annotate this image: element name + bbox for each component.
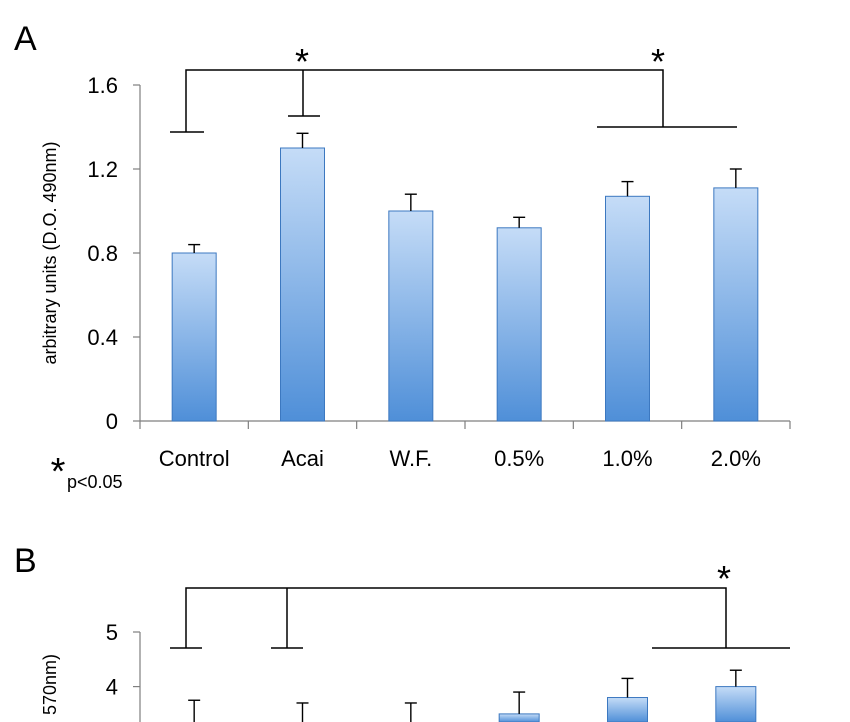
bar-0.5% xyxy=(496,227,542,422)
x-tick-label: Control xyxy=(159,446,230,471)
panel-a: A arbitrary units (D.O. 490nm) 0 0.4 0.8 1.… xyxy=(14,20,791,493)
footnote-pvalue: p<0.05 xyxy=(67,472,123,492)
bracket-b-main xyxy=(185,587,727,648)
panel-b-label: B xyxy=(14,542,37,580)
x-tick-label: W.F. xyxy=(389,446,432,471)
y-tick-label: 0.4 xyxy=(87,325,118,350)
panel-a-axes xyxy=(133,84,791,429)
panel-a-label: A xyxy=(14,20,37,58)
bar-1.0% xyxy=(607,697,648,722)
bracket-b-acai-drop xyxy=(271,588,303,649)
significance-star-acai: * xyxy=(295,41,309,82)
y-tick-label: 1.2 xyxy=(87,157,118,182)
footnote-star: * xyxy=(51,451,66,493)
bar-1.0% xyxy=(605,195,650,422)
y-tick-label: 0 xyxy=(106,409,118,434)
y-tick-label: 1.6 xyxy=(87,73,118,98)
bar-Acai xyxy=(280,147,325,422)
x-tick-label: 1.0% xyxy=(602,446,652,471)
panel-a-y-axis-label: arbitrary units (D.O. 490nm) xyxy=(40,141,60,364)
significance-star-b: * xyxy=(717,558,731,599)
panel-b-significance-brackets: * xyxy=(170,558,790,649)
bar-Control xyxy=(171,252,217,422)
bar-2.0% xyxy=(715,686,757,722)
panel-b-tick-labels: 45 xyxy=(106,620,118,700)
panel-b-axes xyxy=(133,631,141,722)
panel-b: B 570nm) 45 * xyxy=(14,542,790,722)
significance-star-treatments: * xyxy=(651,41,665,82)
y-tick-label: 0.8 xyxy=(87,241,118,266)
panel-a-tick-labels: 0 0.4 0.8 1.2 1.6 Control Acai W.F. 0.5% 1.0% 2.0% xyxy=(87,73,761,471)
panel-a-significance-brackets: * * xyxy=(170,41,737,133)
panel-b-y-axis-label: 570nm) xyxy=(40,654,60,715)
bar-2.0% xyxy=(713,187,759,422)
panel-a-bars xyxy=(171,132,759,422)
bracket-control-to-treatments xyxy=(185,69,664,132)
bar-W.F. xyxy=(388,210,434,422)
bar-0.5% xyxy=(498,713,540,722)
panel-b-bars xyxy=(188,669,757,722)
y-tick-label: 4 xyxy=(106,675,118,700)
x-tick-label: 0.5% xyxy=(494,446,544,471)
y-tick-label: 5 xyxy=(106,620,118,645)
x-tick-label: 2.0% xyxy=(711,446,761,471)
bracket-acai-drop xyxy=(288,70,320,117)
x-tick-label: Acai xyxy=(281,446,324,471)
